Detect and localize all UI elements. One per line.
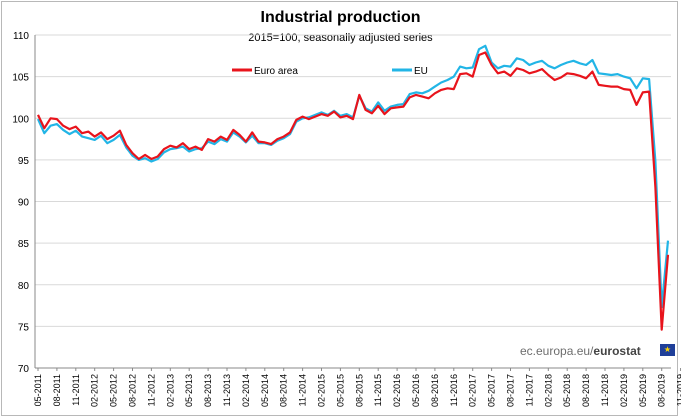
legend-label-eu: EU (414, 66, 428, 77)
x-tick-label: 08-2017 (506, 374, 516, 407)
x-tick-label: 05-2015 (335, 374, 345, 407)
x-tick-label: 05-2011 (33, 374, 43, 406)
x-tick-label: 11-2014 (298, 374, 308, 406)
x-tick-label: 08-2015 (354, 374, 364, 407)
x-tick-label: 05-2014 (260, 374, 270, 407)
x-tick-label: 08-2018 (581, 374, 591, 407)
x-tick-label: 11-2011 (71, 374, 81, 406)
y-tick-label: 75 (18, 322, 30, 333)
y-tick-label: 110 (13, 31, 29, 42)
y-tick-label: 85 (18, 239, 30, 250)
x-tick-label: 08-2016 (430, 374, 440, 407)
source-credit: ec.europa.eu/eurostat (520, 344, 641, 358)
x-tick-label: 05-2012 (109, 374, 119, 407)
legend-label-euro-area: Euro area (254, 66, 298, 77)
x-tick-label: 08-2019 (657, 374, 667, 407)
x-tick-label: 08-2014 (279, 374, 289, 407)
y-tick-label: 95 (18, 156, 30, 167)
x-tick-label: 11-2016 (449, 374, 459, 406)
y-tick-label: 80 (18, 281, 30, 292)
source-domain: ec.europa.eu/ (520, 344, 594, 358)
x-tick-label: 05-2016 (411, 374, 421, 407)
x-tick-label: 05-2018 (562, 374, 572, 407)
x-tick-label: 02-2016 (392, 374, 402, 407)
y-tick-label: 90 (18, 198, 30, 209)
x-tick-label: 02-2014 (241, 374, 251, 407)
x-tick-label: 08-2012 (128, 374, 138, 407)
y-tick-label: 100 (12, 114, 29, 125)
eu-flag-icon: ★ (660, 344, 675, 356)
x-tick-label: 08-2011 (52, 374, 62, 406)
x-tick-label: 05-2019 (638, 374, 648, 407)
chart-title: Industrial production (260, 9, 421, 26)
x-tick-label: 11-2018 (600, 374, 610, 406)
x-tick-label: 11-2019 (676, 374, 681, 406)
series-line-eu (36, 44, 670, 309)
x-tick-label: 02-2018 (543, 374, 553, 407)
y-tick-label: 70 (18, 364, 30, 375)
x-tick-label: 02-2012 (90, 374, 100, 407)
x-tick-label: 08-2013 (203, 374, 213, 407)
x-tick-label: 05-2017 (487, 374, 497, 407)
x-tick-label: 05-2013 (184, 374, 194, 407)
source-brand: eurostat (593, 344, 641, 358)
x-tick-label: 02-2019 (619, 374, 629, 407)
x-tick-label: 02-2017 (468, 374, 478, 407)
series-line-euro-area (37, 51, 670, 331)
y-tick-label: 105 (12, 73, 29, 84)
x-tick-label: 11-2012 (146, 374, 156, 406)
x-tick-label: 11-2017 (524, 374, 534, 406)
x-tick-label: 02-2013 (165, 374, 175, 407)
x-tick-label: 11-2013 (222, 374, 232, 406)
x-tick-label: 11-2015 (373, 374, 383, 406)
x-tick-label: 02-2015 (317, 374, 327, 407)
